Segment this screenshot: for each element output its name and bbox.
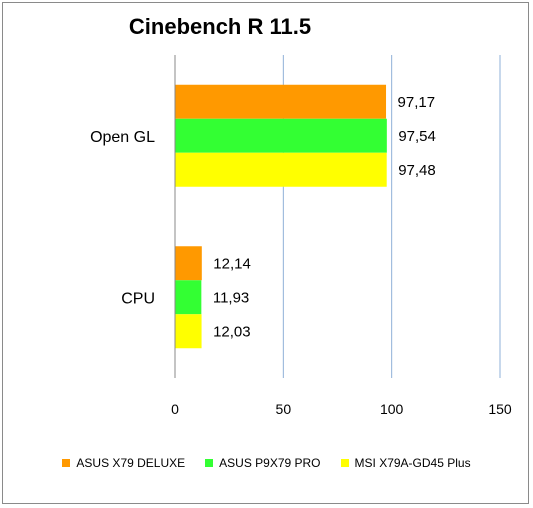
bar [175, 246, 202, 281]
bar [175, 84, 387, 119]
x-tick-label: 150 [488, 401, 512, 417]
data-label: 11,93 [213, 289, 249, 306]
legend-label: MSI X79A-GD45 Plus [354, 456, 471, 470]
legend-label: ASUS X79 DELUXE [76, 456, 186, 470]
legend-item: MSI X79A-GD45 Plus [340, 456, 471, 470]
bar [175, 280, 202, 315]
data-label: 12,14 [213, 255, 251, 272]
data-label: 12,03 [213, 323, 251, 340]
legend-swatch [205, 459, 214, 467]
data-label: 97,54 [398, 128, 436, 145]
legend-item: ASUS P9X79 PRO [205, 456, 321, 470]
bar [175, 152, 387, 187]
chart-title: Cinebench R 11.5 [128, 14, 312, 39]
x-tick-label: 100 [380, 401, 404, 417]
data-label: 97,48 [398, 162, 436, 179]
bar [175, 314, 202, 349]
legend-label: ASUS P9X79 PRO [219, 456, 321, 470]
x-tick-label: 0 [171, 401, 179, 417]
legend-swatch [340, 459, 349, 467]
chart-legend: ASUS X79 DELUXE ASUS P9X79 PRO MSI X79A-GD… [0, 456, 533, 470]
category-label: CPU [121, 290, 155, 307]
legend-swatch [62, 459, 71, 467]
data-label: 97,17 [398, 94, 436, 111]
x-tick-label: 50 [276, 401, 292, 417]
category-label: Open GL [90, 129, 155, 146]
legend-item: ASUS X79 DELUXE [62, 456, 185, 470]
bar [175, 118, 387, 153]
